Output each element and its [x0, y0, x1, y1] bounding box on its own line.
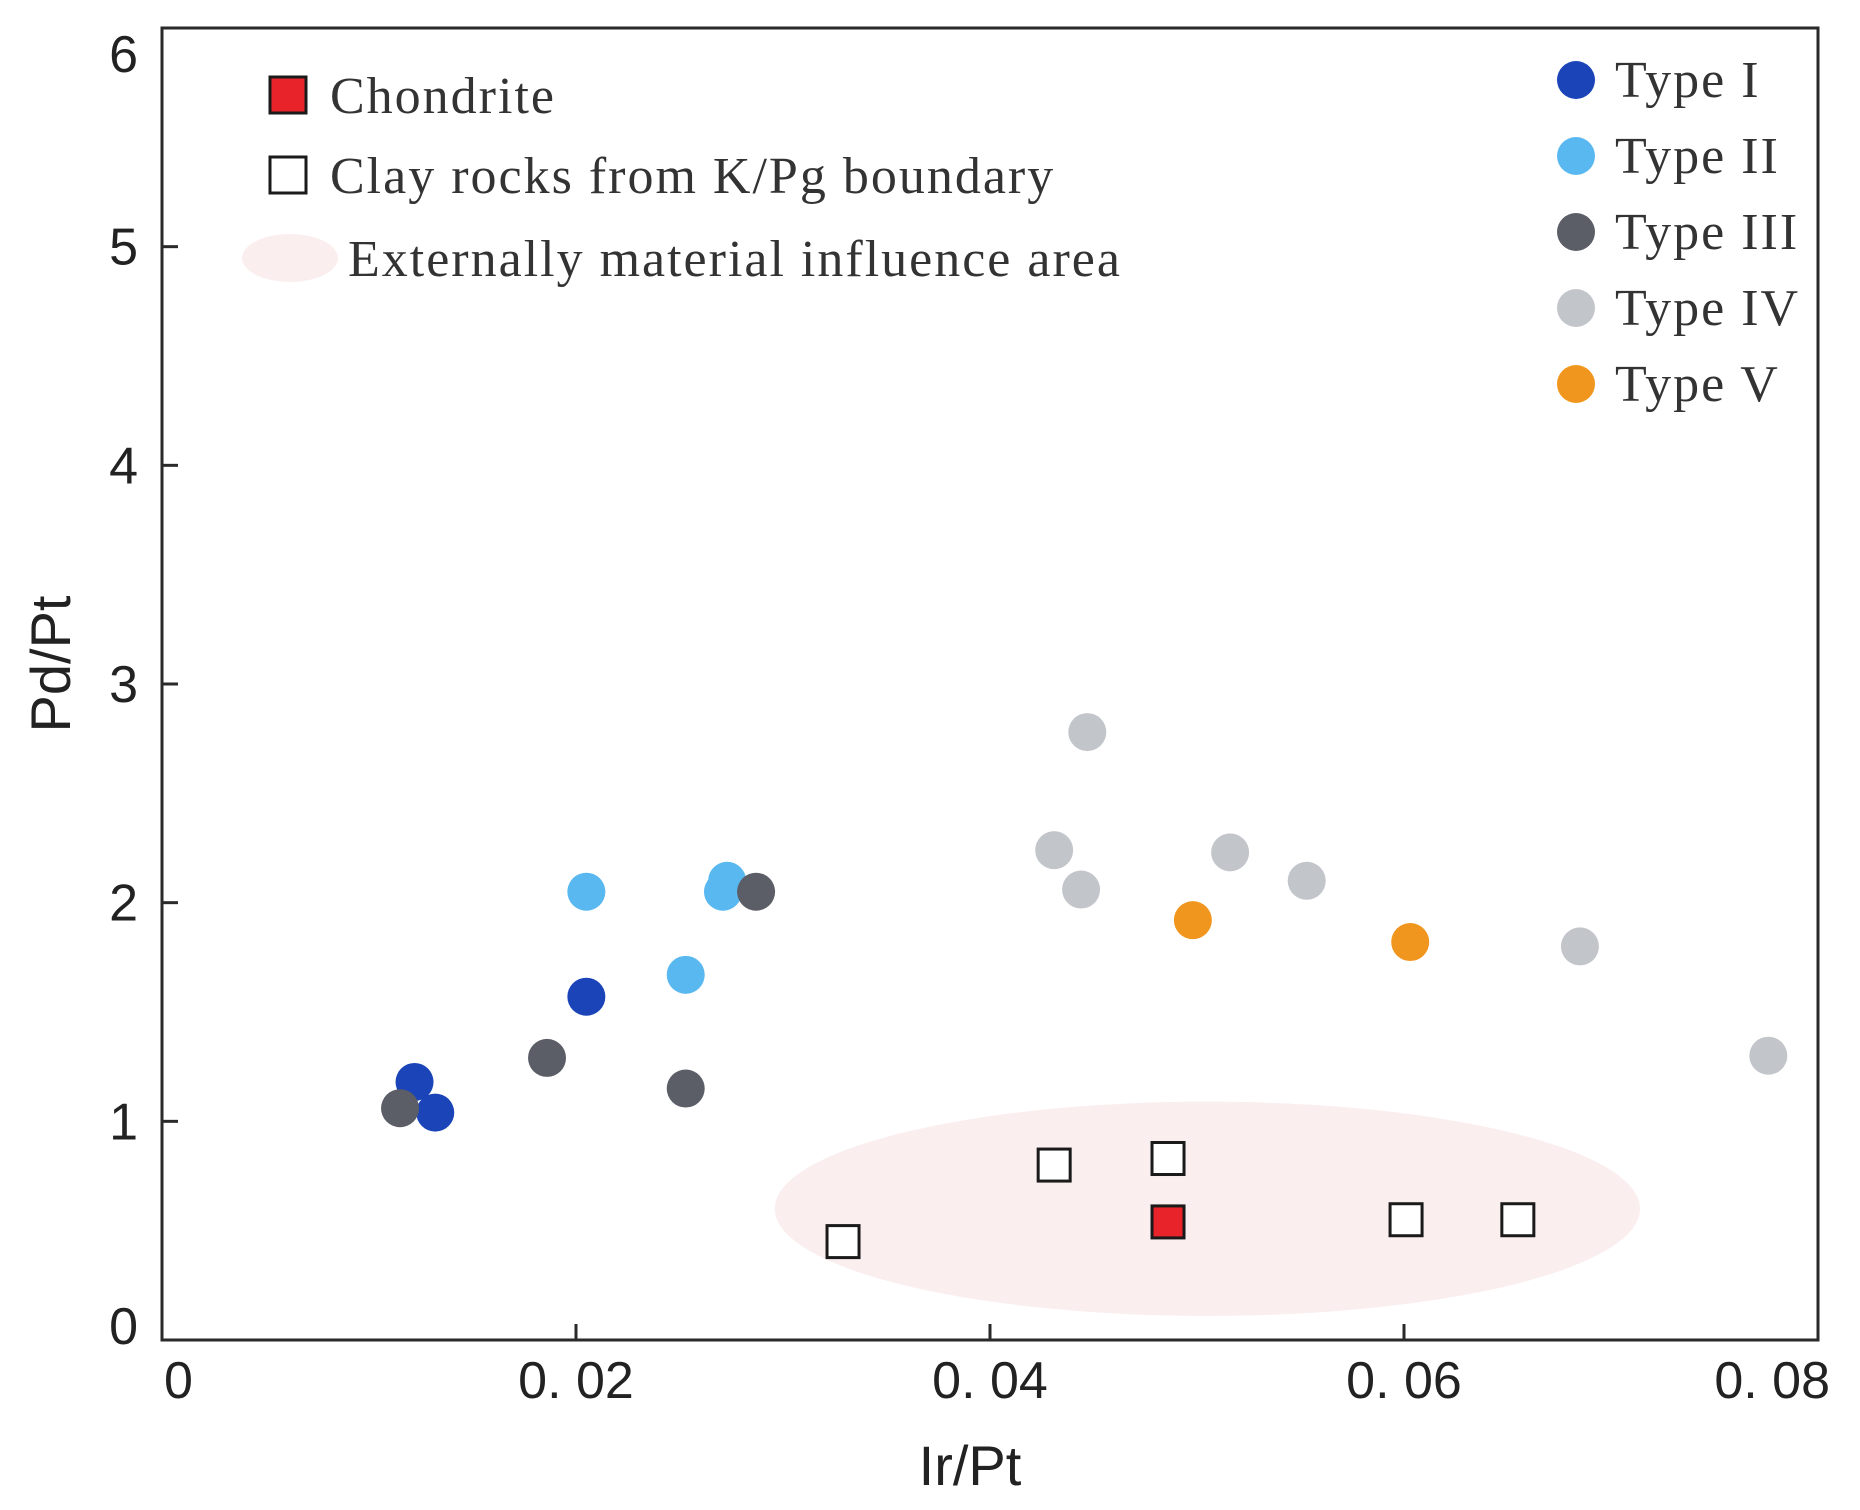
data-point-type-iv: [1062, 870, 1101, 909]
data-point-type-iv: [1211, 833, 1250, 872]
legend-symbol-type-iv: [1557, 289, 1595, 327]
y-tick-label: 2: [109, 875, 138, 933]
y-tick-label: 1: [109, 1093, 138, 1151]
data-point-clay-rock: [1388, 1202, 1424, 1238]
y-tick-label: 3: [109, 656, 138, 714]
x-tick-label: 0. 06: [1346, 1352, 1462, 1410]
legend-symbol-influence-area: [242, 234, 338, 282]
legend-label-type-ii: Type II: [1615, 128, 1780, 185]
legend-symbol-type-iii: [1557, 213, 1595, 251]
y-axis-title: Pd/Pt: [19, 595, 82, 732]
data-point-type-v: [1391, 923, 1430, 962]
y-tick-label: 6: [109, 26, 138, 84]
x-tick-label: 0: [164, 1352, 193, 1410]
legend-label-type-iii: Type III: [1615, 204, 1799, 261]
legend-label-influence-area: Externally material influence area: [348, 231, 1122, 288]
data-point-clay-rock: [1500, 1202, 1536, 1238]
data-point-type-iii: [666, 1069, 705, 1108]
legend-label-type-i: Type I: [1615, 52, 1761, 109]
legend-label-type-v: Type V: [1615, 356, 1780, 413]
x-tick-label: 0. 04: [932, 1352, 1048, 1410]
axes: 0 0. 02 0. 04 0. 06 0. 08 0 1 2 3 4 5 6 Ir/Pt Pd/Pt: [19, 26, 1830, 1497]
data-point-clay-rock: [825, 1224, 861, 1260]
legend-symbol-type-ii: [1557, 137, 1595, 175]
x-tick-label: 0. 02: [518, 1352, 634, 1410]
data-point-clay-rock: [1036, 1147, 1072, 1183]
data-point-type-iii: [381, 1089, 420, 1128]
data-point-chondrite: [1150, 1204, 1186, 1240]
data-point-type-iv: [1749, 1036, 1788, 1075]
data-point-type-i: [416, 1093, 455, 1132]
legend-label-type-iv: Type IV: [1615, 280, 1800, 337]
x-axis-title: Ir/Pt: [919, 1434, 1022, 1497]
y-tick-label: 5: [109, 219, 138, 277]
data-point-type-iv: [1035, 831, 1074, 870]
legend-symbol-chondrite: [268, 75, 308, 115]
data-point-type-ii: [567, 872, 606, 911]
x-tick-label: 0. 08: [1714, 1352, 1830, 1410]
data-point-type-ii: [703, 872, 742, 911]
influence-area-region: [774, 1101, 1640, 1316]
legend-label-clay-rocks: Clay rocks from K/Pg boundary: [330, 148, 1055, 205]
legend-symbol-clay-rocks: [268, 155, 308, 195]
data-point-type-iii: [528, 1038, 567, 1077]
legend-symbol-type-v: [1557, 365, 1595, 403]
legend-label-chondrite: Chondrite: [330, 68, 556, 125]
data-point-type-iii: [737, 872, 776, 911]
data-point-type-v: [1173, 901, 1212, 940]
plot-area: [381, 713, 1788, 1316]
data-point-type-iv: [1287, 861, 1326, 900]
data-point-type-i: [567, 977, 606, 1016]
y-tick-label: 0: [109, 1298, 138, 1356]
data-point-type-ii: [666, 955, 705, 994]
legend-symbol-type-i: [1557, 61, 1595, 99]
legend: Chondrite Clay rocks from K/Pg boundary Ex…: [242, 52, 1800, 413]
y-tick-label: 4: [109, 437, 138, 495]
data-point-type-iv: [1560, 927, 1599, 966]
data-point-type-iv: [1068, 713, 1107, 752]
data-point-clay-rock: [1150, 1141, 1186, 1177]
